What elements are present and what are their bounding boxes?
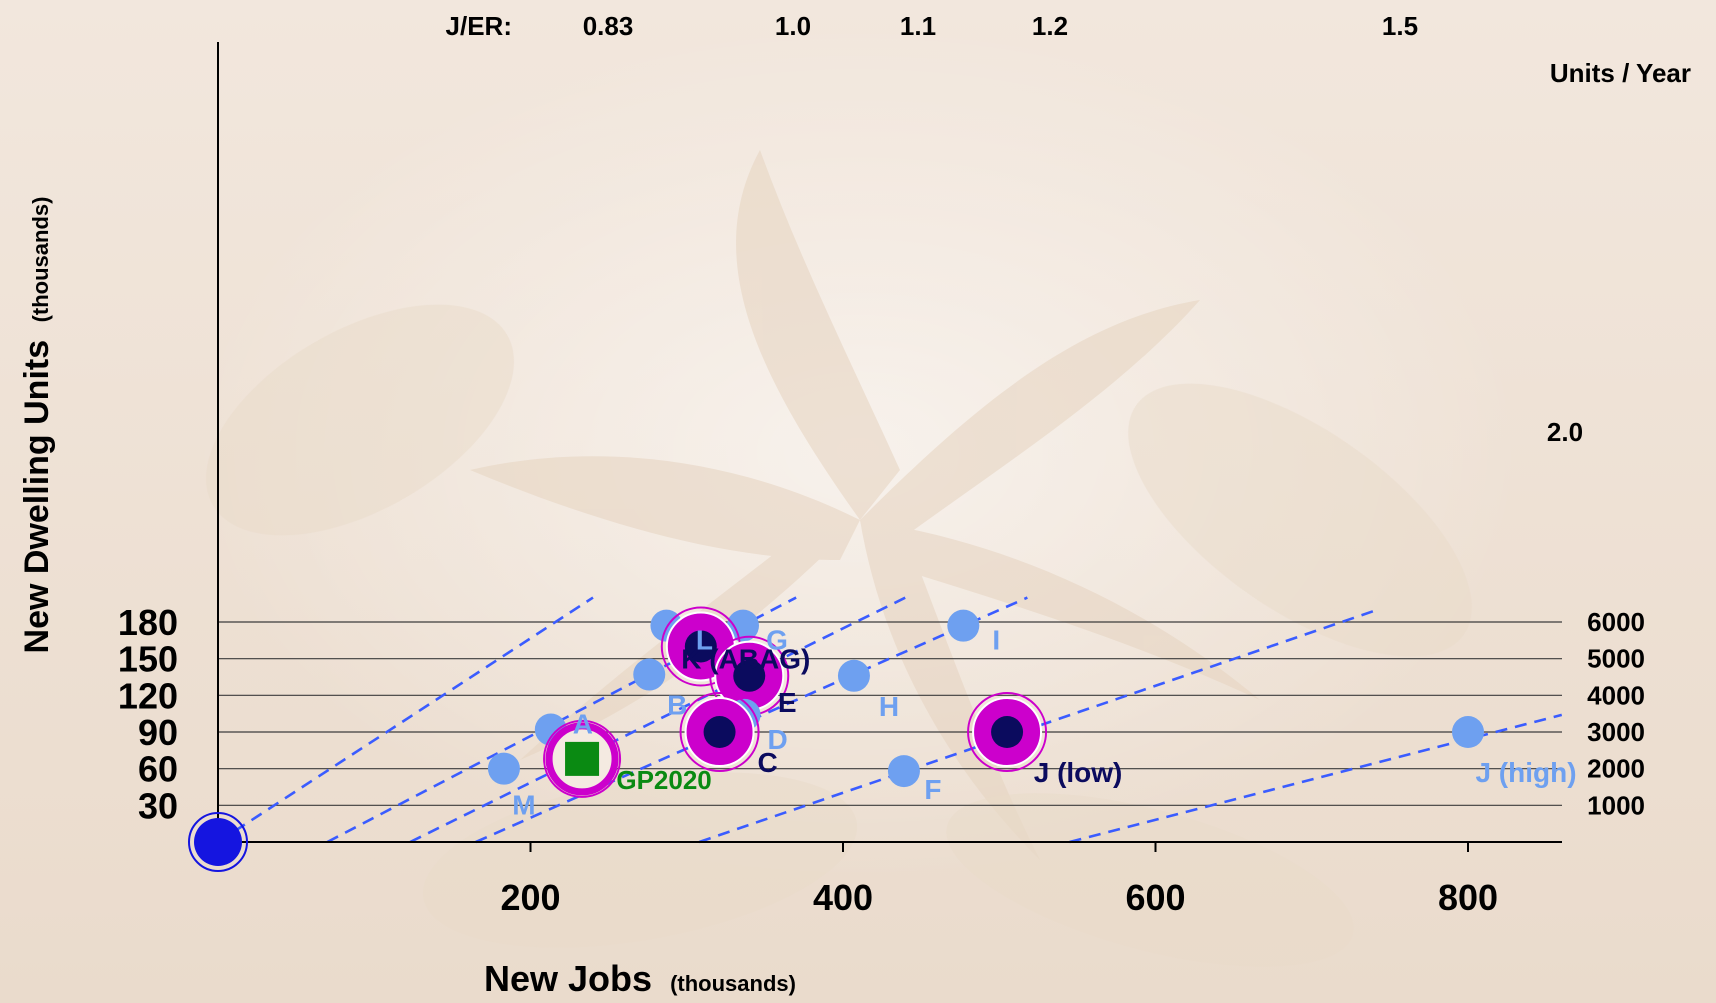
highlight-ring (967, 692, 1048, 773)
point-label: I (992, 625, 1000, 656)
ratio-label: 1.1 (900, 11, 936, 41)
x-tick-label: 400 (813, 877, 873, 918)
y-tick-label: 150 (118, 639, 178, 680)
scenario-point-highlight (703, 716, 736, 749)
point-label: C (757, 747, 777, 778)
highlight-ring (679, 692, 760, 773)
x-axis-title-unit: (thousands) (670, 971, 796, 996)
point-label: D (767, 724, 787, 755)
scenario-point-highlight (991, 716, 1024, 749)
point-label: H (879, 691, 899, 722)
data-points (188, 606, 1484, 872)
y-axis-title-unit: (thousands) (28, 197, 53, 323)
y-tick-label: 60 (138, 749, 178, 790)
y-tick-label: 120 (118, 675, 178, 716)
point-label: A (573, 709, 593, 740)
scenario-point (727, 609, 759, 642)
scenario-point (887, 755, 920, 788)
x-axis-title: New Jobs (thousands) (484, 958, 796, 999)
right-tick-label: 6000 (1587, 607, 1645, 637)
point-label: K (ABAG) (681, 643, 810, 674)
x-tick-label: 800 (1438, 877, 1498, 918)
ratio-label: 2.0 (1547, 417, 1583, 447)
secondary-axis-title: Units / Year (1550, 58, 1691, 88)
y-axis-title-main: New Dwelling Units (18, 340, 56, 654)
y-tick-label: 30 (138, 785, 178, 826)
point-label: G (766, 625, 788, 656)
x-tick-label: 200 (500, 877, 560, 918)
x-axis-title-main: New Jobs (484, 958, 652, 999)
point-label: E (778, 687, 797, 718)
scenario-point (837, 659, 870, 692)
scenario-point (487, 752, 520, 785)
scenario-point (633, 658, 666, 691)
y-axis-title: New Dwelling Units (thousands) (18, 197, 56, 654)
gp2020-marker (565, 741, 600, 776)
ratio-label: 1.2 (1032, 11, 1068, 41)
ratio-line (217, 596, 594, 844)
ratio-line (409, 596, 907, 844)
scenario-point (1452, 716, 1484, 749)
origin-ring (188, 812, 248, 872)
right-tick-label: 3000 (1587, 717, 1645, 747)
point-label: GP2020 (616, 765, 711, 795)
scenario-point-highlight (733, 659, 766, 692)
point-label: M (512, 790, 535, 821)
y-tick-label: 180 (118, 602, 178, 643)
gp2020-ring (543, 719, 622, 798)
point-labels: 0.83 1.0 1.1 1.2 1.5 2.0 L G I K (ABAG) B E H D A C J (l… (512, 11, 1583, 821)
scenario-point (947, 609, 980, 642)
right-tick-label: 5000 (1587, 644, 1645, 674)
point-label: J (high) (1475, 757, 1576, 788)
ratio-label: 1.0 (775, 11, 811, 41)
ratio-label: 0.83 (583, 11, 634, 41)
y-tick-label: 90 (138, 712, 178, 753)
point-label: J (low) (1034, 757, 1123, 788)
right-tick-label: 1000 (1587, 790, 1645, 820)
axes (217, 42, 1562, 852)
right-tick-label: 4000 (1587, 680, 1645, 710)
point-label: B (667, 690, 687, 721)
x-tick-label: 600 (1125, 877, 1185, 918)
ratio-heading: J/ER: (446, 11, 512, 41)
origin-point (194, 818, 242, 866)
point-label: L (696, 625, 713, 656)
point-label: F (924, 774, 941, 805)
scenario-point-highlight (684, 630, 717, 663)
right-tick-label: 2000 (1587, 754, 1645, 784)
ratio-label: 1.5 (1382, 11, 1418, 41)
